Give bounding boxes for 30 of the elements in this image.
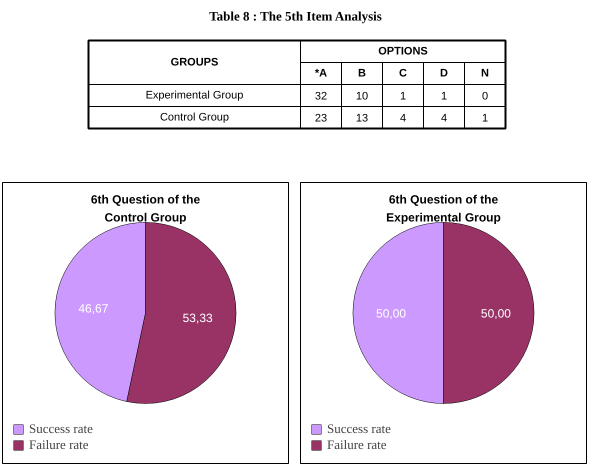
data-label: 1 [440,90,448,102]
data-label: 32 [314,90,328,102]
data-label: 53,33 [182,311,213,326]
data-label: 13 [356,112,368,124]
chart-title: 6th Question of the Control Group [90,192,200,225]
data-label: 50,00 [480,306,512,320]
series-label: Experimental Group [146,90,244,102]
data-label: 4 [440,112,448,124]
text: Table 8 : The 5th Item Analysis [209,8,382,24]
text: GROUPS [170,56,218,68]
category-label: B [358,68,366,80]
chart-title: 6th Question of the Experimental Group [386,192,501,225]
category-label: *A [314,68,328,80]
data-label: 10 [356,90,368,102]
data-label: 1 [482,112,488,124]
legend-label: Failure rate [327,437,387,453]
data-label: 1 [400,90,406,102]
data-label: 23 [314,112,328,124]
category-label: C [399,68,408,80]
legend-label: Failure rate [29,437,89,453]
legend-label: Success rate [29,421,93,437]
category-label: D [440,68,448,80]
category-label: N [481,68,490,80]
data-label: 50,00 [376,306,406,320]
data-label: 46,67 [78,302,109,316]
data-label: 0 [482,90,488,102]
text: Control Group [160,112,230,124]
legend-label: Success rate [327,421,391,437]
data-label: 4 [400,112,406,124]
text: OPTIONS [378,46,428,58]
